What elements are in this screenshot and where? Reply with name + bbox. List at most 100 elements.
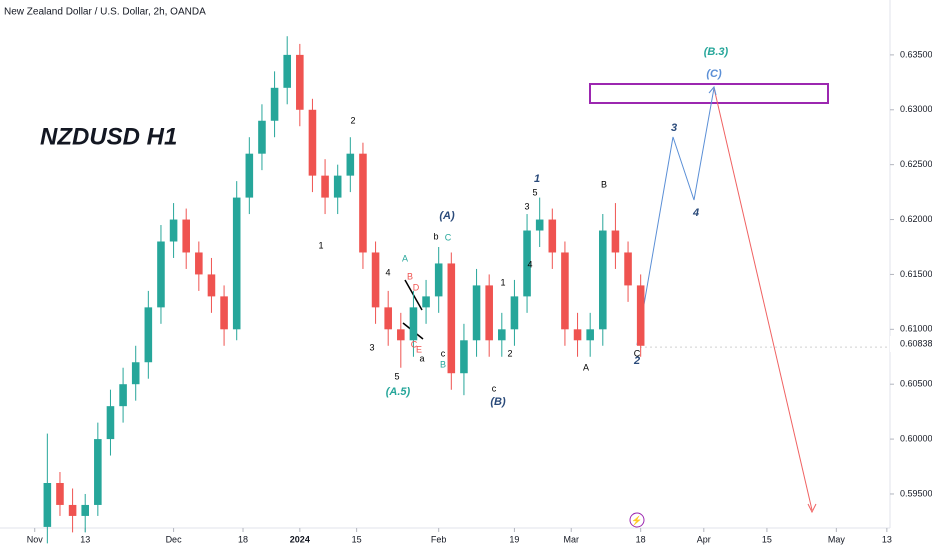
wave-label: (A.5) xyxy=(386,386,411,398)
candle-body xyxy=(359,153,367,253)
candle-body xyxy=(535,219,544,231)
x-tick-label: 18 xyxy=(238,534,248,544)
candle-body xyxy=(472,285,481,341)
candle-body xyxy=(422,296,430,308)
y-tick-label: 0.60500 xyxy=(900,379,932,389)
candle-body xyxy=(548,219,557,253)
candle-body xyxy=(561,252,569,330)
candle-body xyxy=(157,241,165,308)
target-box xyxy=(589,83,829,104)
arrow-head xyxy=(708,85,717,96)
projection-line xyxy=(636,87,715,346)
x-tick-label: 2024 xyxy=(290,534,310,544)
candle-body xyxy=(232,197,241,330)
x-tick-label: Feb xyxy=(431,534,447,544)
candle-body xyxy=(182,219,190,253)
wave-label: (C) xyxy=(706,68,722,80)
x-tick-label: Mar xyxy=(563,534,579,544)
candle-body xyxy=(308,109,317,176)
candle-body xyxy=(195,252,203,275)
wave-label: E xyxy=(416,344,422,354)
wave-label: A xyxy=(402,253,408,263)
candle-body xyxy=(68,504,77,516)
arrow-head xyxy=(807,503,817,514)
y-tick-label: 0.62500 xyxy=(900,159,932,169)
projection-line xyxy=(713,87,813,511)
candle-body xyxy=(397,329,405,341)
x-tick-label: May xyxy=(828,534,846,544)
wave-label: 4 xyxy=(385,267,390,277)
candle-body xyxy=(611,230,620,253)
wave-label: 4 xyxy=(527,259,532,269)
candle-body xyxy=(56,482,64,505)
candle-body xyxy=(599,230,607,330)
candle-body xyxy=(119,384,127,407)
candle-body xyxy=(270,87,279,121)
candle-body xyxy=(169,219,178,242)
candle-body xyxy=(321,175,329,198)
x-tick-label: 19 xyxy=(509,534,519,544)
wave-label: A xyxy=(583,362,589,372)
x-tick-label: 13 xyxy=(80,534,90,544)
wave-label: 2 xyxy=(507,348,512,358)
y-tick-label: 0.59500 xyxy=(900,488,932,498)
x-tick-label: 15 xyxy=(352,534,362,544)
wave-label: 3 xyxy=(369,342,374,352)
price-tag xyxy=(890,336,932,352)
wave-label: (B) xyxy=(490,396,506,408)
candle-body xyxy=(296,54,304,110)
y-tick-label: 0.61500 xyxy=(900,269,932,279)
candle-body xyxy=(384,307,392,330)
candle-body xyxy=(81,504,89,516)
candle-body xyxy=(636,285,645,346)
wave-label: C xyxy=(445,232,452,242)
y-tick-label: 0.63500 xyxy=(900,49,932,59)
wave-label: 2 xyxy=(350,115,355,125)
wave-label: 3 xyxy=(671,122,677,134)
wave-label: 1 xyxy=(500,277,505,287)
candle-body xyxy=(434,263,443,297)
wave-label: (A) xyxy=(439,210,455,222)
candle-body xyxy=(346,153,355,176)
wave-label: 5 xyxy=(394,371,399,381)
candle-body xyxy=(523,230,531,297)
y-tick-label: 0.61000 xyxy=(900,324,932,334)
symbol-label: NZDUSD H1 xyxy=(40,123,177,150)
candle-body xyxy=(460,340,468,374)
candle-body xyxy=(573,329,582,341)
wave-label: 5 xyxy=(532,187,537,197)
event-icon[interactable] xyxy=(629,512,645,528)
candle-body xyxy=(498,329,506,341)
candle-body xyxy=(409,307,418,341)
wave-label: B xyxy=(407,271,413,281)
wave-label: D xyxy=(413,282,420,292)
event-icon-glyph[interactable]: ⚡ xyxy=(631,514,642,526)
wave-label: B xyxy=(601,179,607,189)
candle-body xyxy=(94,439,102,505)
candle-body xyxy=(106,406,115,440)
candle-body xyxy=(220,296,228,330)
candle-body xyxy=(333,175,342,198)
wave-label: B xyxy=(440,359,446,369)
wave-label: 4 xyxy=(692,207,699,219)
candle-body xyxy=(245,153,254,198)
y-tick-label: 0.62000 xyxy=(900,214,932,224)
candle-body xyxy=(447,263,456,374)
last-price-label: 0.60838 xyxy=(900,338,932,348)
wave-label: 3 xyxy=(524,201,529,211)
candle-body xyxy=(624,252,632,286)
y-tick-label: 0.63000 xyxy=(900,104,932,114)
wave-label: c xyxy=(441,348,446,358)
candle-body xyxy=(283,54,291,88)
x-tick-label: 18 xyxy=(636,534,646,544)
candle-body xyxy=(371,252,380,308)
candle-body xyxy=(485,285,493,341)
x-tick-label: Dec xyxy=(166,534,183,544)
candle-body xyxy=(510,296,519,330)
wave-label: a xyxy=(419,353,424,363)
chart-title: New Zealand Dollar / U.S. Dollar, 2h, OA… xyxy=(4,7,206,18)
wave-label: C xyxy=(634,348,641,358)
candle-body xyxy=(131,362,140,385)
x-tick-label: Apr xyxy=(697,534,711,544)
